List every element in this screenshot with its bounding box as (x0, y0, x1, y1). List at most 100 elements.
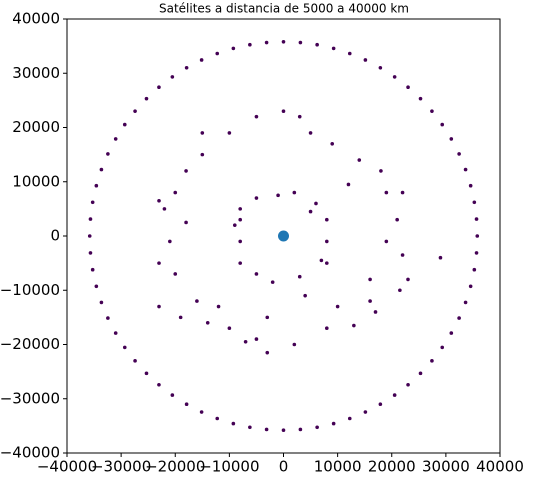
point (331, 421, 336, 426)
point (113, 331, 118, 335)
y-tick-label: 0 (50, 227, 60, 245)
point (133, 109, 137, 113)
point (418, 371, 423, 376)
point (281, 109, 286, 114)
point (231, 46, 236, 51)
point (319, 258, 324, 263)
point (157, 382, 161, 387)
point (440, 345, 445, 350)
point (184, 66, 189, 70)
point (227, 326, 232, 331)
point (238, 207, 242, 211)
point (254, 272, 259, 276)
point (468, 183, 473, 188)
point (449, 331, 454, 335)
point (216, 304, 221, 309)
point (122, 345, 127, 350)
point (238, 261, 242, 265)
point (205, 321, 210, 325)
y-tick-label: −20000 (0, 335, 60, 353)
point (265, 315, 270, 320)
point (248, 425, 252, 430)
point (281, 39, 286, 44)
point (243, 339, 248, 344)
point (106, 316, 110, 320)
point (278, 230, 289, 242)
point (315, 425, 319, 430)
point (384, 239, 389, 244)
point (215, 51, 220, 56)
point (418, 96, 423, 101)
point (440, 122, 445, 127)
point (270, 280, 275, 284)
y-tick-label: 10000 (12, 172, 60, 190)
point (157, 85, 161, 90)
point (314, 201, 318, 206)
x-tick-label: 30000 (422, 458, 470, 476)
point (406, 382, 410, 387)
point (297, 274, 302, 279)
point (254, 337, 259, 341)
point (468, 284, 473, 289)
point (398, 288, 402, 293)
plot-frame (66, 18, 501, 454)
point (265, 350, 270, 355)
point (276, 193, 280, 198)
point (184, 220, 188, 225)
point (173, 190, 178, 195)
point (238, 217, 242, 222)
point (325, 326, 329, 331)
point (472, 200, 477, 205)
point (384, 190, 389, 195)
point (94, 284, 99, 289)
x-tick-label: 10000 (314, 458, 362, 476)
point (463, 167, 468, 172)
point (406, 85, 410, 90)
point (457, 316, 461, 320)
y-tick-label: −30000 (0, 389, 60, 407)
point (200, 131, 205, 135)
point (400, 253, 405, 257)
point (94, 183, 99, 188)
point (395, 217, 399, 222)
point (347, 51, 352, 56)
point (292, 190, 297, 195)
point (449, 137, 454, 141)
point (178, 315, 183, 320)
point (87, 234, 92, 238)
point (325, 239, 329, 244)
point (400, 190, 405, 195)
point (363, 410, 368, 414)
point (430, 359, 434, 363)
point (195, 299, 199, 303)
point (199, 58, 204, 62)
x-tick-label: 20000 (368, 458, 416, 476)
x-tick-label: −10000 (199, 458, 259, 476)
point (248, 42, 252, 47)
point (157, 261, 161, 265)
point (298, 427, 303, 432)
point (238, 239, 242, 244)
point (170, 393, 175, 397)
point (474, 251, 479, 255)
point (373, 310, 378, 314)
point (357, 158, 362, 162)
point (90, 200, 95, 205)
point (331, 46, 336, 51)
point (231, 421, 236, 426)
point (184, 402, 189, 406)
point (88, 217, 93, 221)
point (475, 234, 480, 238)
point (392, 75, 397, 79)
point (99, 167, 104, 172)
point (472, 267, 477, 272)
point (308, 131, 313, 135)
point (457, 152, 461, 156)
point (330, 141, 335, 146)
point (168, 239, 172, 244)
point (347, 416, 352, 421)
point (199, 410, 204, 414)
point (184, 169, 188, 173)
point (438, 255, 443, 260)
y-tick-label: 30000 (12, 64, 60, 82)
